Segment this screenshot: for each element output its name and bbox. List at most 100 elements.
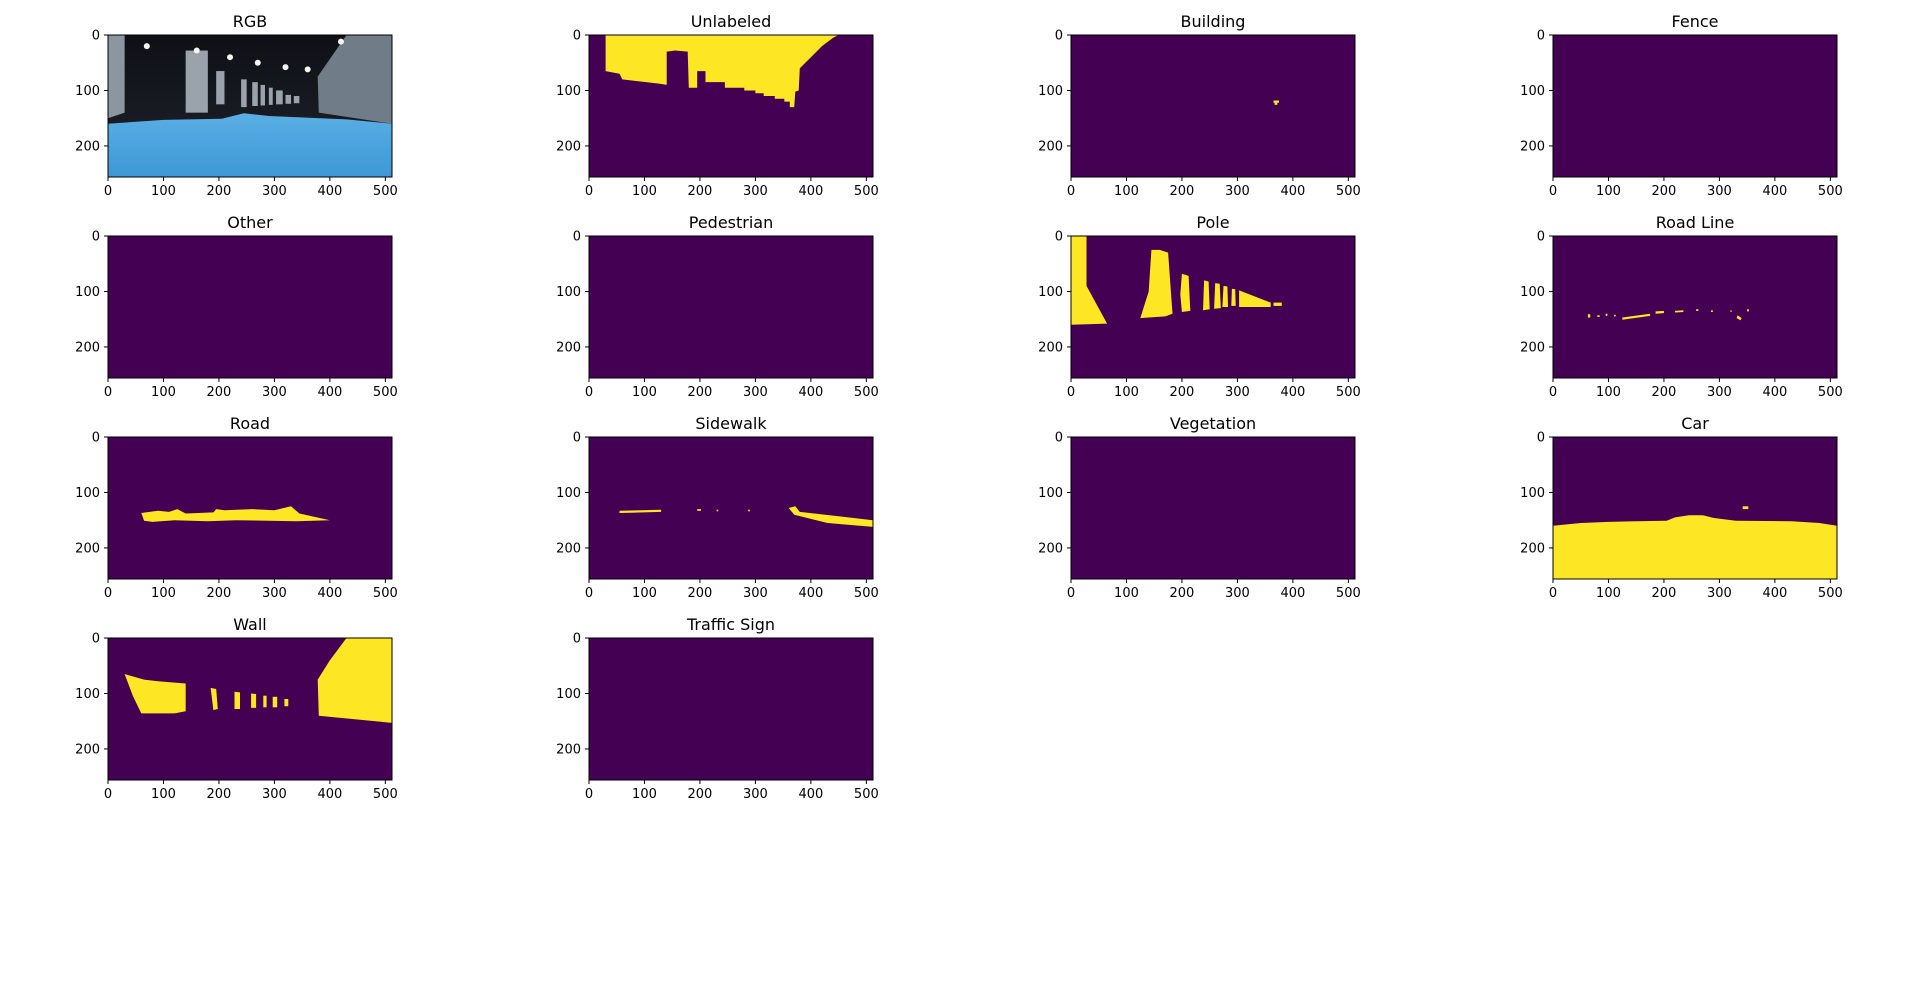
- chart-sidewalk: Sidewalk 0 100 200 300 400 500 0 100 200: [556, 414, 879, 601]
- x-tick-label: 100: [1114, 586, 1139, 601]
- plot-area: [108, 638, 392, 780]
- mask-region: [716, 509, 719, 512]
- mask-region: [1747, 309, 1749, 312]
- mask-region: [1675, 310, 1684, 313]
- y-tick-label: 200: [556, 139, 581, 154]
- rgb-light: [227, 54, 234, 61]
- chart-fence: Fence 0 100 200 300 400 500 0 100 200: [1520, 12, 1843, 199]
- panel-title: Building: [1181, 12, 1246, 31]
- chart-road-line: Road Line 0 100 200 300 400 500 0 100 200: [1520, 213, 1843, 400]
- y-tick-label: 200: [556, 742, 581, 757]
- axes-frame: [107, 436, 393, 580]
- x-tick-label: 500: [854, 586, 879, 601]
- x-tick-label: 300: [1225, 184, 1250, 199]
- chart-vegetation: Vegetation 0 100 200 300 400 500 0 100 200: [1038, 414, 1361, 601]
- x-tick-label: 100: [151, 385, 176, 400]
- y-tick-label: 0: [573, 632, 581, 647]
- x-tick-label: 200: [688, 184, 713, 199]
- axes-frame: [107, 637, 393, 781]
- rgb-light: [254, 59, 261, 66]
- x-tick-label: 100: [632, 787, 657, 802]
- x-tick-label: 500: [373, 184, 398, 199]
- panel-title: Road: [230, 414, 270, 433]
- mask-region: [210, 687, 218, 711]
- mask-region: [1587, 314, 1591, 318]
- panel-road: Road 0 100 200 300 400 500 0 100 200: [68, 409, 398, 604]
- x-tick-label: 200: [207, 184, 232, 199]
- x-tick-label: 0: [1067, 385, 1075, 400]
- chart-road: Road 0 100 200 300 400 500 0 100 200: [75, 414, 398, 601]
- x-tick-label: 500: [1818, 586, 1843, 601]
- y-tick-label: 0: [1537, 431, 1545, 446]
- plot-area: [1553, 236, 1837, 378]
- x-tick-label: 400: [798, 787, 823, 802]
- x-tick-label: 400: [798, 385, 823, 400]
- x-tick-label: 200: [207, 787, 232, 802]
- axes-frame: [1070, 436, 1356, 580]
- x-tick-label: 500: [1818, 184, 1843, 199]
- rgb-pillar: [252, 82, 258, 106]
- y-tick-label: 0: [573, 29, 581, 44]
- mask-region: [1214, 283, 1221, 309]
- y-tick-label: 0: [92, 29, 100, 44]
- plot-area: [589, 638, 873, 780]
- mask-background: [1553, 236, 1837, 378]
- y-tick-label: 100: [556, 486, 581, 501]
- mask-region: [1231, 288, 1236, 306]
- chart-pedestrian: Pedestrian 0 100 200 300 400 500 0 100 200: [556, 213, 879, 400]
- panel-sidewalk: Sidewalk 0 100 200 300 400 500 0 100 200: [549, 409, 879, 604]
- mask-region: [1273, 100, 1279, 105]
- x-tick-label: 300: [743, 184, 768, 199]
- axes-frame: [588, 34, 874, 178]
- y-tick-label: 100: [1038, 486, 1063, 501]
- y-tick-label: 200: [1038, 541, 1063, 556]
- x-tick-label: 0: [104, 385, 112, 400]
- x-tick-label: 500: [854, 385, 879, 400]
- y-tick-label: 100: [75, 84, 100, 99]
- x-tick-label: 200: [207, 586, 232, 601]
- mask-region: [1222, 285, 1228, 307]
- y-tick-label: 100: [556, 84, 581, 99]
- y-tick-label: 100: [556, 687, 581, 702]
- mask-background: [1553, 35, 1837, 177]
- axes-frame: [107, 235, 393, 379]
- x-tick-label: 100: [632, 586, 657, 601]
- panel-title: Road Line: [1656, 213, 1735, 232]
- x-tick-label: 200: [1170, 586, 1195, 601]
- y-tick-label: 200: [1038, 139, 1063, 154]
- x-tick-label: 400: [798, 184, 823, 199]
- panel-title: Sidewalk: [695, 414, 767, 433]
- plot-area: [1071, 236, 1355, 378]
- axes-frame: [1552, 436, 1838, 580]
- chart-rgb: RGB 0 100 200 300 400 500 0 100 200: [75, 12, 398, 199]
- y-tick-label: 200: [1520, 139, 1545, 154]
- y-tick-label: 100: [1520, 285, 1545, 300]
- x-tick-label: 100: [632, 184, 657, 199]
- panel-building: Building 0 100 200 300 400 500 0 100 200: [1031, 7, 1361, 202]
- panel-title: Pedestrian: [689, 213, 774, 232]
- mask-region: [619, 509, 662, 513]
- y-tick-label: 0: [1055, 29, 1063, 44]
- x-tick-label: 300: [1225, 385, 1250, 400]
- x-tick-label: 400: [1280, 184, 1305, 199]
- chart-building: Building 0 100 200 300 400 500 0 100 200: [1038, 12, 1361, 199]
- x-tick-label: 300: [262, 184, 287, 199]
- x-tick-label: 100: [1114, 385, 1139, 400]
- x-tick-label: 200: [688, 385, 713, 400]
- x-tick-label: 500: [854, 184, 879, 199]
- axes-frame: [107, 34, 393, 178]
- x-tick-label: 400: [798, 586, 823, 601]
- mask-region: [263, 695, 267, 708]
- y-tick-label: 0: [1537, 230, 1545, 245]
- x-tick-label: 400: [1762, 385, 1787, 400]
- mask-region: [748, 509, 750, 512]
- mask-region: [1180, 273, 1191, 312]
- x-tick-label: 0: [585, 787, 593, 802]
- x-tick-label: 0: [104, 586, 112, 601]
- x-tick-label: 0: [1549, 586, 1557, 601]
- y-tick-label: 0: [573, 230, 581, 245]
- mask-region: [251, 693, 257, 708]
- x-tick-label: 400: [1280, 385, 1305, 400]
- plot-area: [108, 437, 392, 579]
- x-tick-label: 200: [207, 385, 232, 400]
